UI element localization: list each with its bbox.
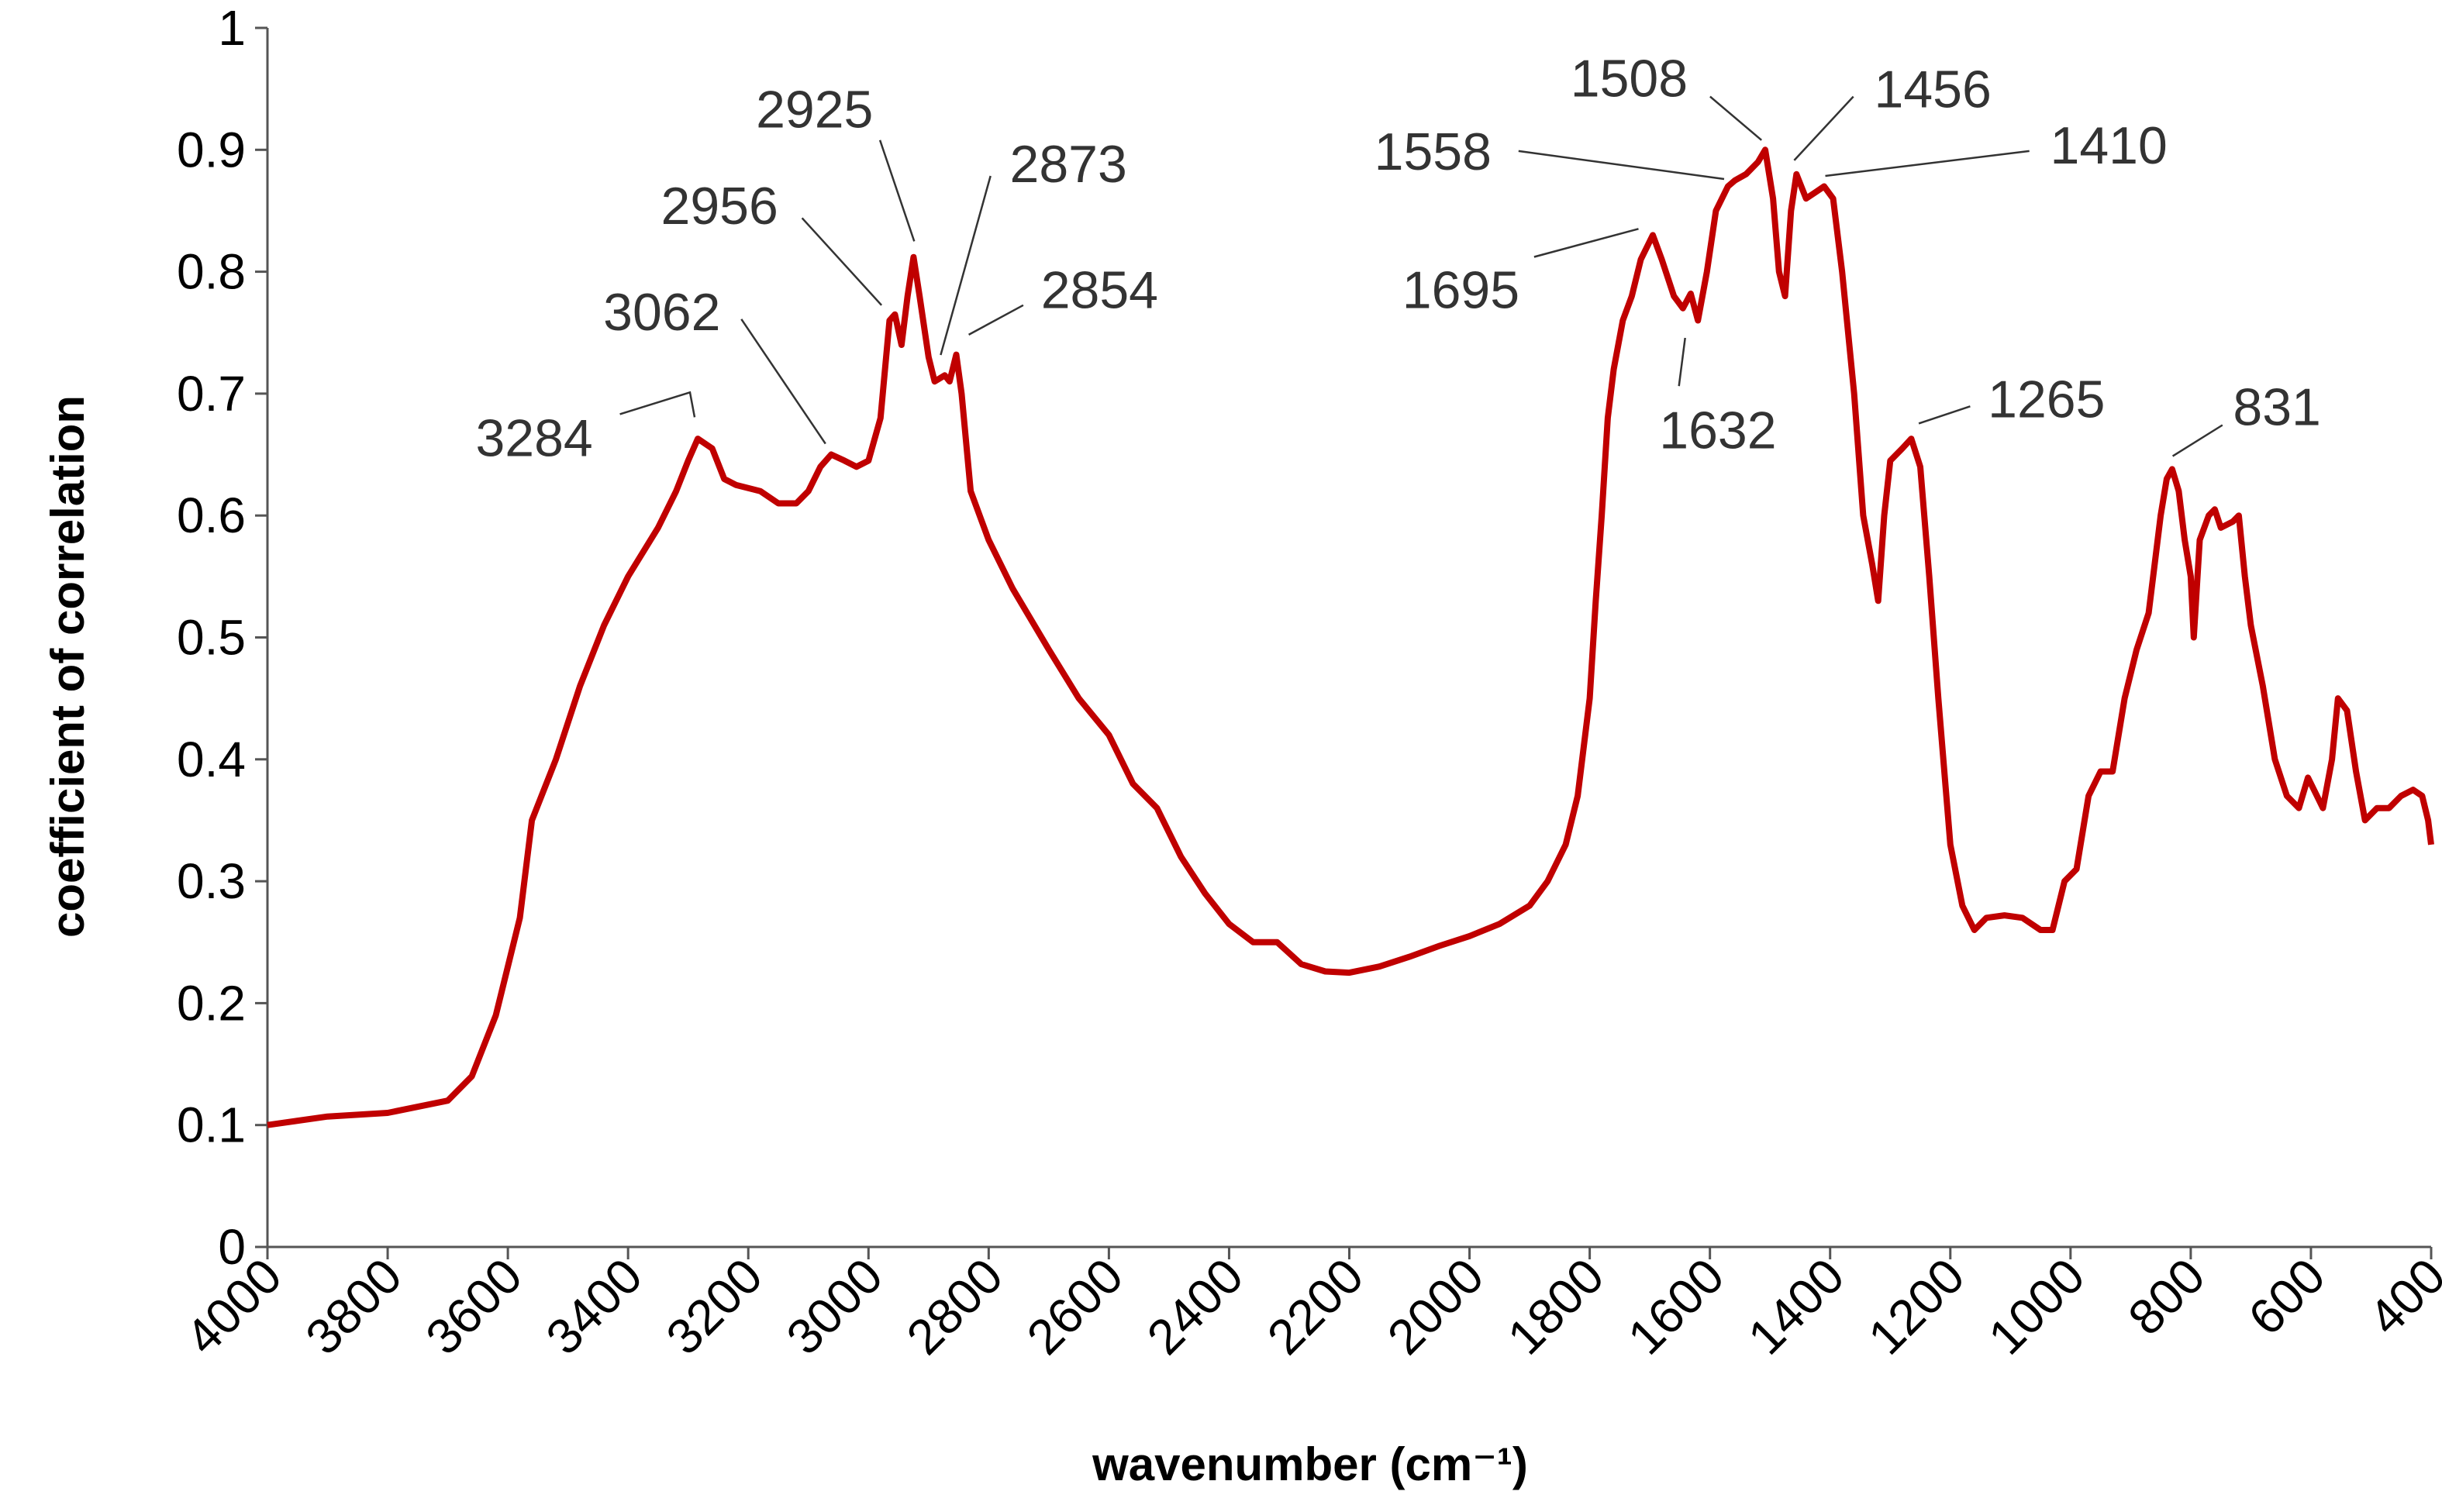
annotation: 2956 — [661, 177, 778, 236]
annotation-leader — [740, 319, 826, 445]
annotation: 831 — [2233, 377, 2320, 436]
annotation-leader — [940, 175, 992, 356]
annotation: 3284 — [475, 409, 592, 468]
y-tick-label: 0.7 — [177, 366, 246, 422]
annotation: 3062 — [603, 283, 720, 342]
x-tick-label: 400 — [2357, 1248, 2442, 1345]
annotation-leader — [1825, 150, 2030, 177]
annotation: 1265 — [1988, 370, 2105, 429]
annotation: 2925 — [756, 81, 873, 139]
y-axis-title: coefficient of correlation — [42, 395, 94, 938]
annotation: 1456 — [1875, 60, 1992, 119]
x-tick-label: 800 — [2117, 1248, 2215, 1345]
y-tick-label: 1 — [218, 0, 246, 56]
y-tick-label: 0 — [218, 1219, 246, 1275]
annotation-leader — [878, 139, 916, 242]
annotation: 1508 — [1571, 49, 1688, 108]
x-tick-label: 2800 — [896, 1248, 1014, 1366]
y-tick-label: 0.6 — [177, 487, 246, 543]
x-tick-label: 1600 — [1617, 1248, 1735, 1366]
annotation-leader — [1918, 405, 1971, 425]
annotation-leader — [1678, 337, 1686, 387]
x-tick-label: 3400 — [535, 1248, 653, 1366]
x-tick-label: 3000 — [776, 1248, 894, 1366]
annotation-leader — [1533, 228, 1639, 258]
annotation: 2873 — [1010, 135, 1127, 194]
x-axis-title: wavenumber (cm⁻¹) — [1092, 1438, 1528, 1490]
y-tick-label: 0.8 — [177, 244, 246, 300]
annotation-leader — [968, 304, 1024, 336]
y-tick-label: 0.2 — [177, 975, 246, 1031]
x-tick-label: 1800 — [1497, 1248, 1615, 1366]
y-tick-label: 0.5 — [177, 610, 246, 666]
annotation: 2854 — [1041, 261, 1158, 320]
y-tick-label: 0.1 — [177, 1097, 246, 1153]
annotation-leader — [801, 217, 883, 306]
x-tick-label: 600 — [2237, 1248, 2335, 1345]
y-tick-label: 0.9 — [177, 122, 246, 177]
x-tick-label: 2600 — [1016, 1248, 1134, 1366]
x-tick-label: 2200 — [1257, 1248, 1374, 1366]
y-tick-label: 0.3 — [177, 853, 246, 909]
annotation-leader — [1518, 150, 1725, 181]
annotation-leader — [619, 391, 696, 418]
annotation: 1695 — [1402, 261, 1519, 320]
annotation: 1558 — [1374, 122, 1492, 181]
annotation: 1410 — [2051, 116, 2168, 175]
annotation-leader — [1709, 95, 1763, 141]
x-tick-label: 3200 — [656, 1248, 774, 1366]
x-tick-label: 3600 — [415, 1248, 533, 1366]
y-tick-label: 0.4 — [177, 732, 246, 787]
annotation-leader — [1793, 95, 1854, 161]
x-tick-label: 1200 — [1857, 1248, 1975, 1366]
x-tick-label: 1400 — [1737, 1248, 1855, 1366]
x-tick-label: 3800 — [295, 1248, 412, 1366]
annotation: 1632 — [1659, 401, 1776, 460]
x-tick-label: 2000 — [1377, 1248, 1495, 1366]
x-tick-label: 2400 — [1136, 1248, 1254, 1366]
annotation-leader — [2171, 424, 2223, 457]
x-tick-label: 1000 — [1978, 1248, 2095, 1366]
data-line — [267, 146, 2434, 1128]
